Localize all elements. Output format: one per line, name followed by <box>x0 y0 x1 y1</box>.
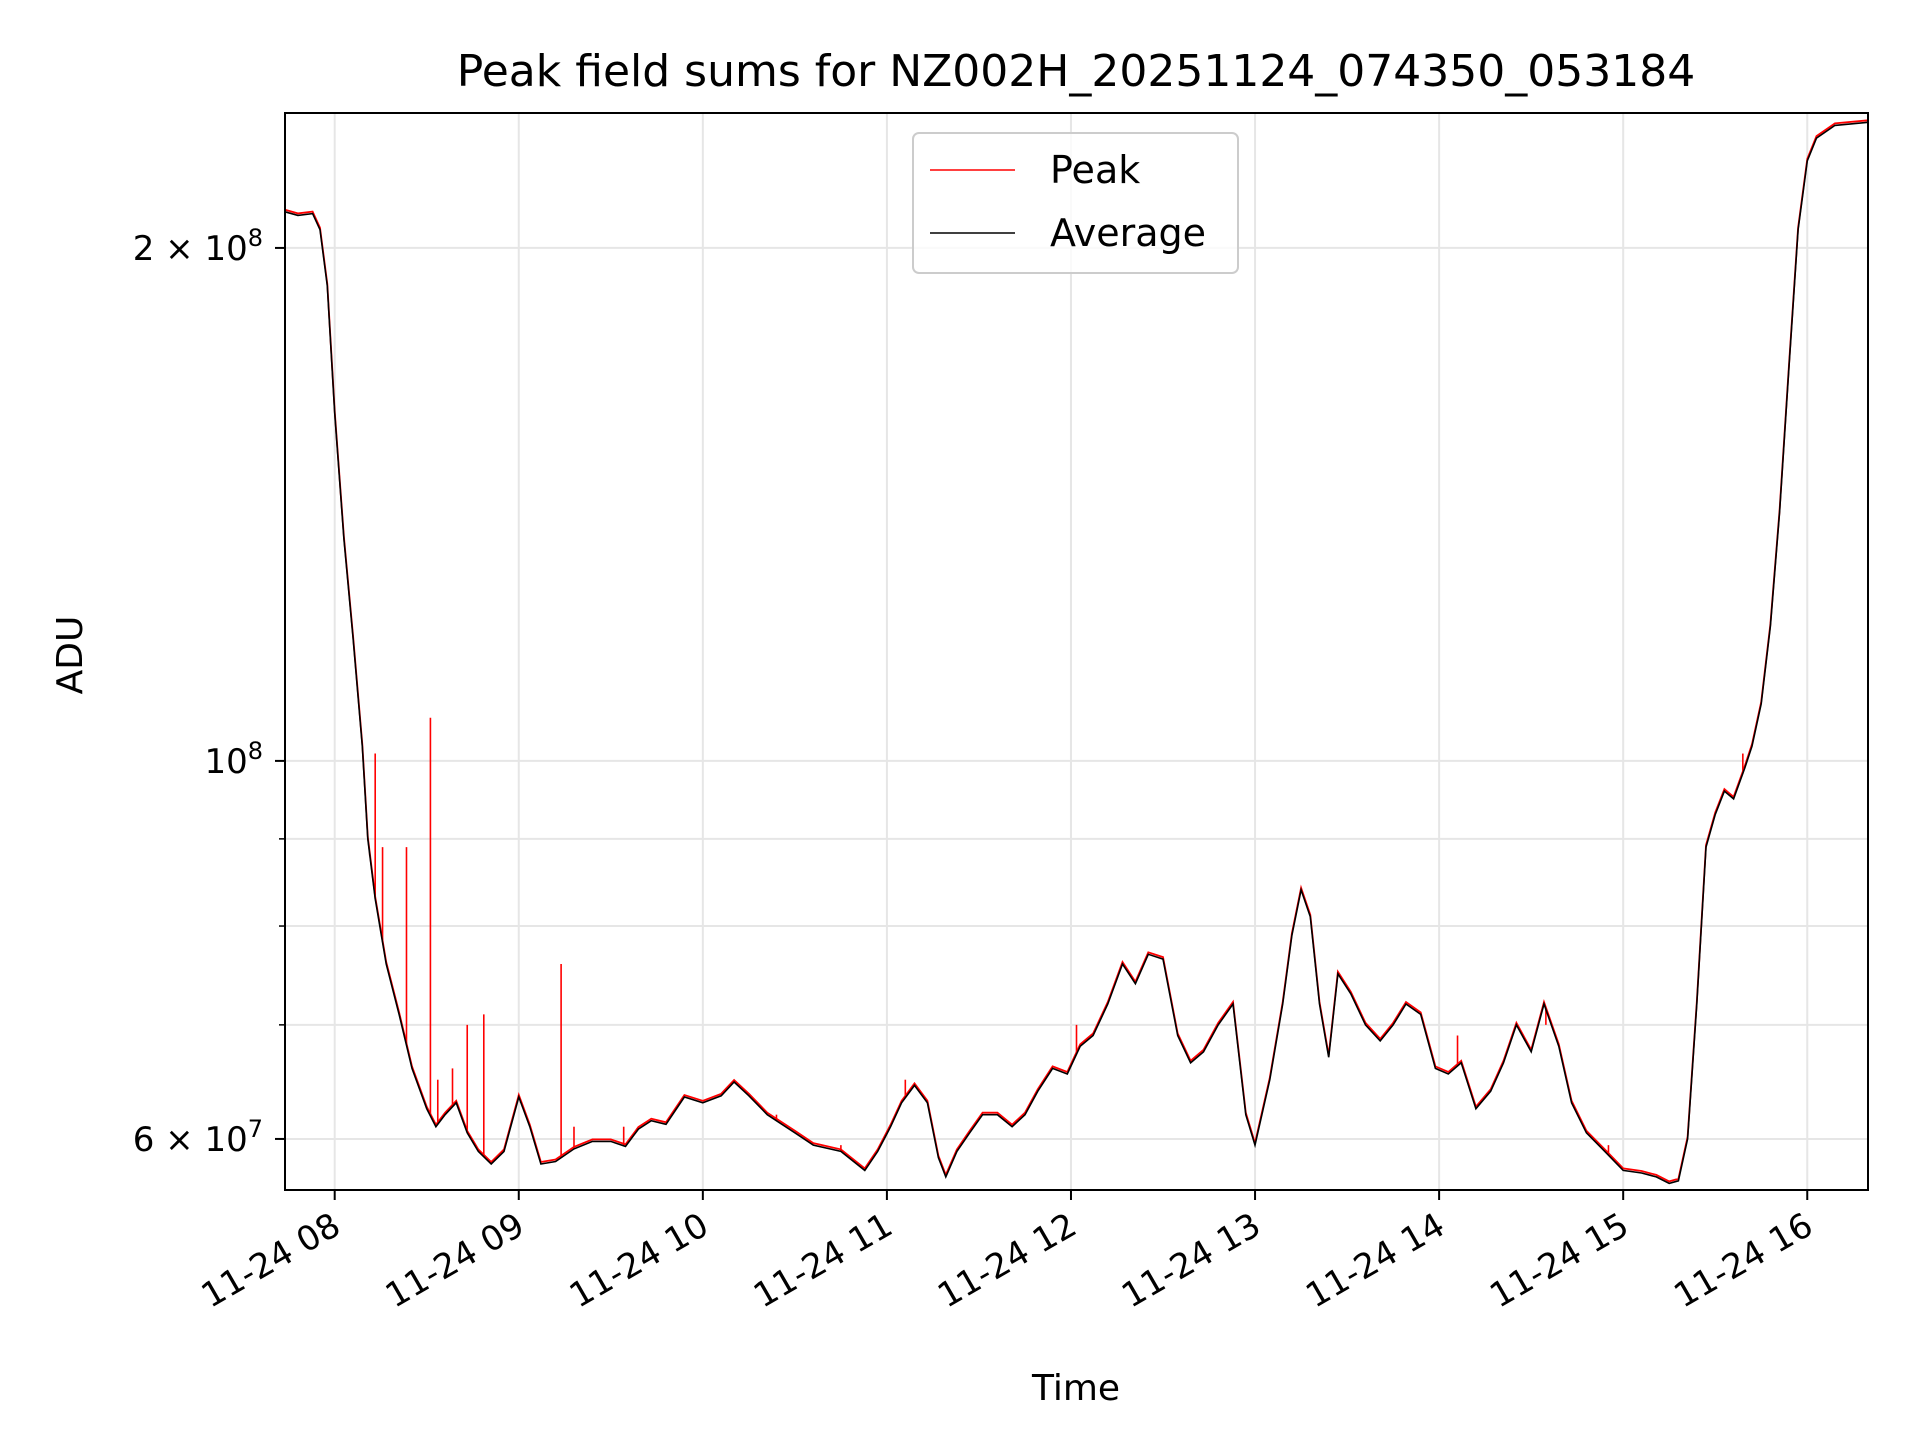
legend-peak-label: Peak <box>1050 148 1140 192</box>
legend-box <box>912 132 1239 274</box>
y-tick-label: 2 × 108 <box>133 224 263 269</box>
legend-average-label: Average <box>1050 211 1206 255</box>
x-axis-title: Time <box>1031 1368 1120 1409</box>
peak-series-line <box>284 119 1869 1183</box>
average-series-line <box>284 121 1869 1185</box>
plot-frame <box>284 112 1869 1191</box>
y-axis-title: ADU <box>50 616 91 695</box>
y-tick-label-base: 10 <box>204 742 247 782</box>
y-tick-label-exponent: 8 <box>248 224 263 252</box>
y-tick-label: 108 <box>204 737 263 782</box>
series-group <box>284 119 1869 1185</box>
y-tick-label-base: 6 × 10 <box>133 1120 248 1160</box>
y-tick-label-exponent: 7 <box>248 1115 263 1143</box>
y-tick-label: 6 × 107 <box>133 1115 263 1160</box>
y-tick-label-base: 2 × 10 <box>133 229 248 269</box>
legend: Peak Average <box>912 132 1239 274</box>
chart-title: Peak field sums for NZ002H_20251124_0743… <box>457 46 1695 97</box>
y-tick-label-exponent: 8 <box>248 737 263 765</box>
